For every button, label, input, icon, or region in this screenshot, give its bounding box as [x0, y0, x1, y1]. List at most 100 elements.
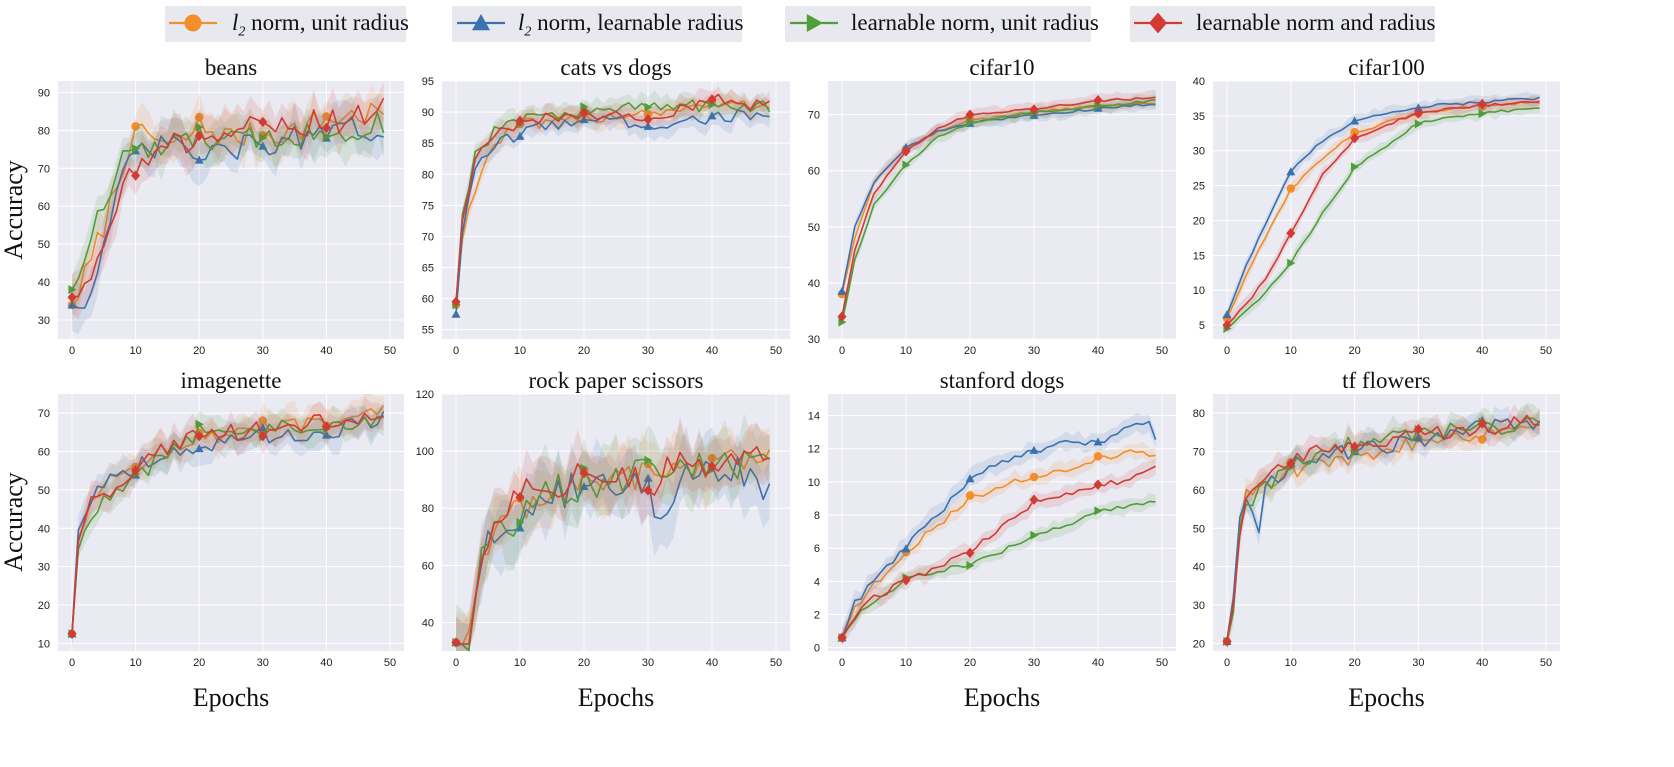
data-point: [194, 130, 204, 141]
x-tick-label: 10: [900, 657, 912, 669]
y-tick-label: 80: [422, 169, 434, 181]
plot-area: [58, 81, 404, 339]
data-point: [451, 296, 461, 307]
data-point: [643, 485, 653, 496]
chart-title: imagenette: [181, 368, 282, 393]
x-tick-label: 50: [1540, 345, 1552, 357]
series-line: [71, 412, 384, 634]
x-tick-label: 10: [129, 657, 141, 669]
chart-panel-rock-paper-scissors: 0 10 20 30 40 50 40 60 80 100 120 rock paper scisso…: [416, 368, 790, 669]
data-point: [1029, 472, 1039, 482]
data-point: [1093, 94, 1103, 106]
y-tick-label: 30: [38, 562, 50, 574]
y-tick-label: 60: [38, 447, 50, 459]
x-tick-label: 30: [1412, 345, 1424, 357]
y-tick-label: 25: [1193, 181, 1205, 193]
y-tick-label: 80: [38, 125, 50, 137]
data-point: [258, 416, 268, 425]
data-point: [1286, 184, 1296, 193]
data-point: [194, 444, 204, 453]
data-point: [579, 115, 589, 124]
y-tick-label: 80: [1193, 408, 1205, 420]
data-point: [707, 94, 717, 105]
x-tick-label: 50: [1156, 657, 1168, 669]
series-band: [456, 423, 770, 651]
y-tick-label: 6: [814, 543, 820, 555]
series-line: [1226, 414, 1540, 642]
data-point: [515, 523, 525, 532]
series-band: [456, 90, 770, 318]
x-tick-label: 50: [770, 657, 782, 669]
series-line: [455, 99, 771, 305]
chart-title: rock paper scissors: [528, 368, 703, 393]
y-tick-label: 30: [38, 315, 50, 327]
plot-area: [442, 81, 790, 339]
x-axis-label: Epochs: [578, 683, 655, 712]
y-tick-label: 65: [422, 263, 434, 275]
x-tick-label: 10: [1285, 657, 1297, 669]
x-tick-label: 50: [1156, 345, 1168, 357]
x-tick-label: 0: [69, 657, 75, 669]
data-point: [132, 144, 141, 154]
y-tick-label: 35: [1193, 111, 1205, 123]
data-point: [966, 561, 975, 571]
data-point: [1222, 319, 1232, 331]
data-point: [965, 491, 975, 500]
data-point: [321, 122, 331, 134]
legend-marker: [806, 14, 823, 32]
data-point: [1477, 418, 1487, 429]
data-point: [579, 468, 589, 479]
data-point: [131, 122, 140, 131]
x-tick-label: 0: [69, 345, 75, 357]
x-axis-label: Epochs: [964, 683, 1041, 712]
y-tick-label: 5: [1199, 320, 1205, 332]
data-point: [131, 170, 141, 181]
series-line: [841, 98, 1156, 323]
series-band: [72, 396, 384, 650]
data-point: [1287, 258, 1296, 268]
y-tick-label: 40: [1193, 76, 1205, 88]
data-point: [1350, 116, 1360, 125]
data-point: [321, 430, 331, 439]
y-tick-label: 4: [814, 576, 820, 588]
y-tick-label: 50: [1193, 523, 1205, 535]
y-tick-label: 0: [814, 643, 820, 655]
y-tick-label: 10: [1193, 285, 1205, 297]
x-tick-label: 40: [1476, 657, 1488, 669]
data-point: [1094, 506, 1103, 516]
y-tick-label: 10: [38, 638, 50, 650]
x-tick-label: 20: [578, 657, 590, 669]
series-line: [1226, 96, 1540, 315]
x-tick-label: 0: [839, 657, 845, 669]
data-point: [902, 160, 911, 170]
legend-marker: [1149, 12, 1167, 34]
y-tick-label: 60: [38, 201, 50, 213]
x-tick-label: 10: [514, 657, 526, 669]
x-tick-label: 20: [964, 345, 976, 357]
data-point: [1093, 437, 1103, 446]
x-tick-label: 0: [453, 345, 459, 357]
data-point: [644, 455, 653, 465]
data-point: [837, 286, 847, 295]
x-tick-label: 30: [642, 657, 654, 669]
x-tick-label: 40: [1476, 345, 1488, 357]
data-point: [1350, 441, 1360, 452]
y-tick-label: 30: [1193, 600, 1205, 612]
data-point: [1093, 451, 1103, 461]
data-point: [643, 109, 653, 119]
series-line: [841, 420, 1157, 639]
series-line: [71, 411, 385, 634]
series-band: [1227, 403, 1540, 651]
chart-title: cats vs dogs: [560, 55, 671, 80]
data-point: [258, 116, 268, 128]
x-tick-label: 50: [1540, 657, 1552, 669]
y-tick-label: 55: [422, 325, 434, 337]
data-point: [195, 419, 204, 429]
y-tick-label: 70: [808, 110, 820, 122]
legend-label-l2-unit: l2 norm, unit radius: [232, 10, 409, 41]
data-point: [580, 102, 589, 112]
data-point: [1286, 227, 1296, 239]
data-point: [1093, 479, 1103, 490]
data-point: [1030, 530, 1039, 540]
x-tick-label: 40: [706, 345, 718, 357]
